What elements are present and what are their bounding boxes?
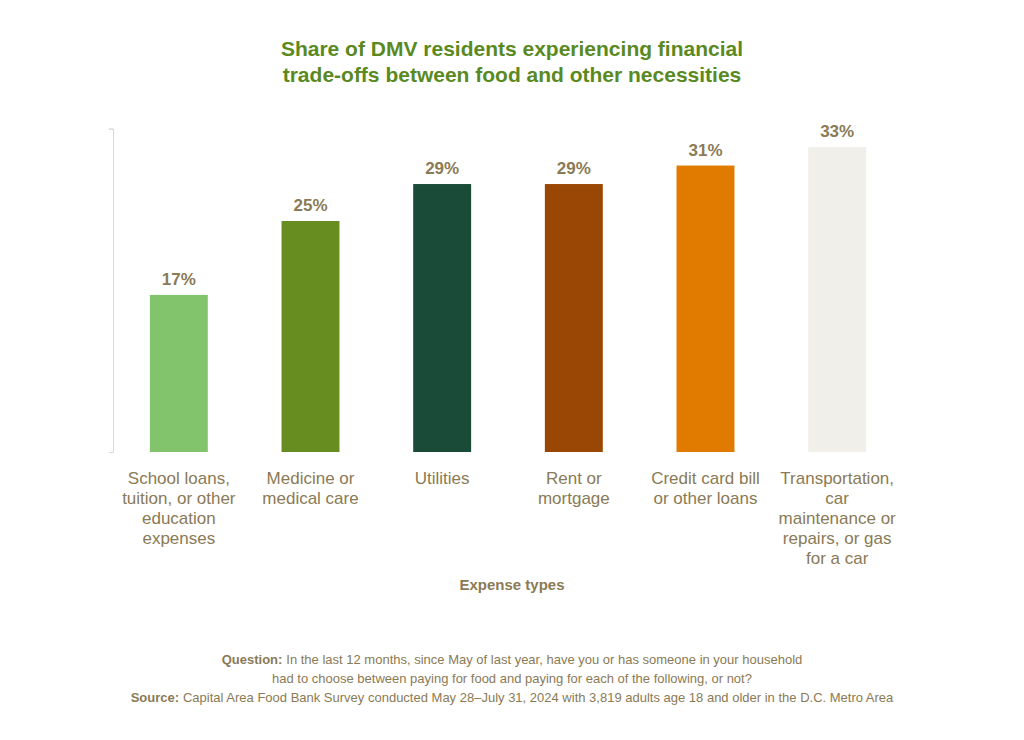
footer: Question:In the last 12 months, since Ma… [131, 652, 894, 705]
x-axis: School loans,tuition, or othereducatione… [122, 469, 896, 568]
y-tick [109, 452, 113, 453]
y-tick [109, 129, 113, 130]
text-line: maintenance or [779, 509, 897, 528]
x-tick-label: School loans,tuition, or othereducatione… [122, 469, 236, 548]
y-axis-line [109, 129, 114, 452]
y-axis [109, 129, 114, 452]
text-line: education [142, 509, 216, 528]
x-tick: Utilities [415, 469, 470, 488]
text-line: expenses [142, 529, 215, 548]
x-tick: Medicine ormedical care [262, 469, 358, 508]
x-tick-label: Transportation,carmaintenance orrepairs,… [779, 469, 897, 568]
text-line: tuition, or other [122, 489, 236, 508]
bar [545, 184, 603, 452]
data-label: 29% [557, 159, 591, 178]
question-text: In the last 12 months, since May of last… [286, 652, 802, 667]
question-text: had to choose between paying for food an… [272, 671, 752, 686]
chart-svg: Share of DMV residents experiencing fina… [0, 0, 1024, 740]
text-line: Share of DMV residents experiencing fina… [281, 37, 743, 60]
x-tick: Rent ormortgage [538, 469, 610, 508]
bar [150, 295, 208, 452]
text-line: Credit card bill [651, 469, 760, 488]
data-label: 29% [425, 159, 459, 178]
question-label: Question: [222, 652, 283, 667]
data-labels: 17% 25% 29% 29% 31% 33% [162, 122, 854, 289]
text-line: for a car [806, 549, 869, 568]
text-line: or other loans [654, 489, 758, 508]
bar [677, 166, 735, 452]
background [0, 0, 1024, 740]
x-axis-title: Expense types [459, 576, 564, 593]
x-tick: Credit card billor other loans [651, 469, 760, 508]
x-tick-label: Utilities [415, 469, 470, 488]
x-tick: Transportation,carmaintenance orrepairs,… [779, 469, 897, 568]
text-line: Utilities [415, 469, 470, 488]
text-line: repairs, or gas [783, 529, 892, 548]
bars [150, 147, 866, 452]
x-tick-label: Credit card billor other loans [651, 469, 760, 508]
text-line: Medicine or [267, 469, 355, 488]
source-label: Source: [131, 690, 179, 705]
text-line: Transportation, [780, 469, 894, 488]
text-line: School loans, [128, 469, 230, 488]
data-label: 17% [162, 270, 196, 289]
y-tick-mark [109, 129, 113, 130]
text-line: car [825, 489, 849, 508]
bar [282, 221, 340, 452]
chart-title: Share of DMV residents experiencing fina… [281, 37, 743, 86]
text-line: medical care [262, 489, 358, 508]
footer-line: had to choose between paying for food an… [272, 671, 752, 686]
source-text: Capital Area Food Bank Survey conducted … [183, 690, 894, 705]
text-line: trade-offs between food and other necess… [283, 63, 742, 86]
y-tick-mark [109, 452, 113, 453]
text-line: mortgage [538, 489, 610, 508]
footer-line: Source: Capital Area Food Bank Survey con… [131, 690, 894, 705]
text-line: Rent or [546, 469, 602, 488]
data-label: 33% [820, 122, 854, 141]
data-label: 25% [293, 196, 327, 215]
bar [808, 147, 866, 452]
chart-container: Share of DMV residents experiencing fina… [0, 0, 1024, 740]
x-tick: School loans,tuition, or othereducatione… [122, 469, 236, 548]
x-tick-label: Rent ormortgage [538, 469, 610, 508]
data-label: 31% [688, 141, 722, 160]
x-tick-label: Medicine ormedical care [262, 469, 358, 508]
bar [413, 184, 471, 452]
footer-line: Question:In the last 12 months, since Ma… [222, 652, 803, 667]
